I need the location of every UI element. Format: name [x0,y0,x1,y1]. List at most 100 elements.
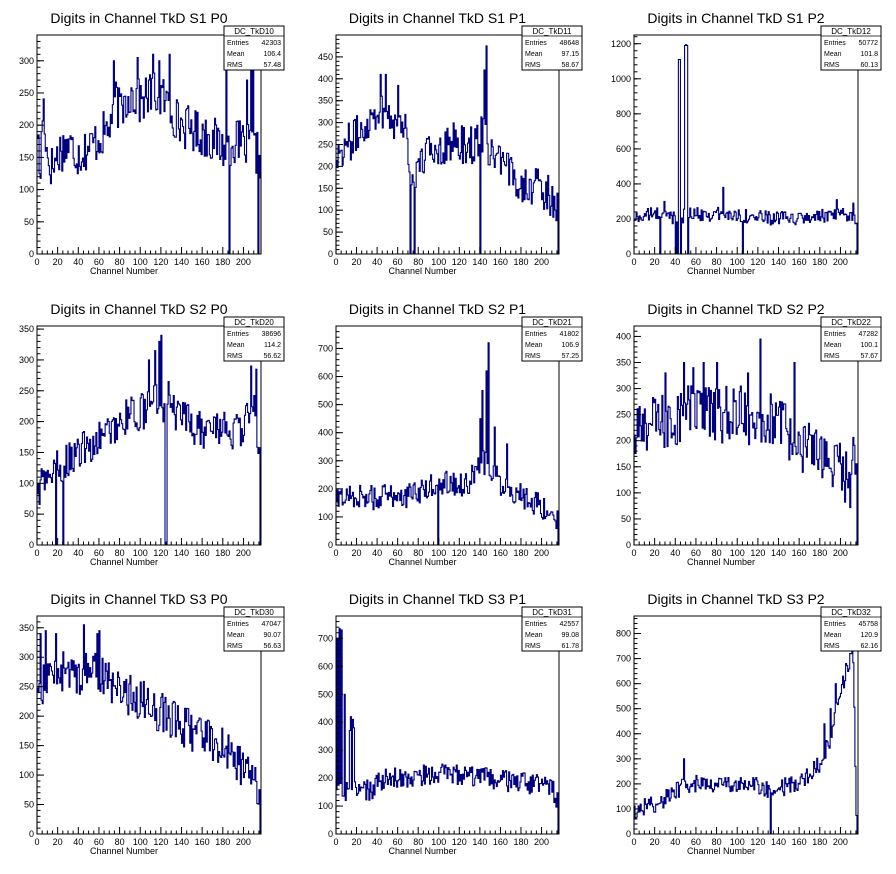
x-tick-label: 140 [472,837,487,847]
y-tick-label: 400 [616,179,631,189]
x-tick-label: 0 [631,548,636,558]
y-tick-label: 700 [318,633,333,643]
plot-frame [36,615,262,835]
stats-key-entries: Entries [227,40,249,47]
stats-value-mean: 90.07 [263,632,281,639]
x-tick-label: 100 [133,257,148,267]
stats-value-entries: 48648 [560,40,580,47]
stats-box-frame [820,316,882,362]
y-origin-label: 0 [626,829,631,839]
stats-key-entries: Entries [525,621,547,628]
stats-value-rms: 57.25 [561,353,579,360]
stats-value-rms: 60.13 [860,62,878,69]
y-tick-label: 150 [19,152,34,162]
x-tick-label: 0 [34,548,39,558]
x-tick-label: 60 [94,837,104,847]
x-tick-label: 120 [750,548,765,558]
stats-value-rms: 56.63 [263,643,281,650]
y-tick-label: 250 [19,386,34,396]
x-tick-label: 180 [812,548,827,558]
x-tick-label: 20 [53,257,63,267]
y-tick-label: 350 [19,324,34,334]
histogram-series-line [335,45,559,255]
y-tick-label: 350 [616,358,631,368]
stats-key-rms: RMS [824,62,840,69]
y-tick-label: 700 [616,654,631,664]
x-tick-label: 120 [153,837,168,847]
x-tick-label: 180 [215,257,230,267]
stats-value-entries: 41802 [560,331,580,338]
stats-value-entries: 47282 [859,331,879,338]
x-tick-label: 100 [133,548,148,558]
stats-key-entries: Entries [824,621,846,628]
stats-histogram-name: DC_TkD30 [234,608,274,617]
x-axis-label: Channel Number [388,846,456,856]
panel-title: Digits in Channel TkD S1 P0 [50,10,227,26]
stats-histogram-name: DC_TkD21 [532,318,572,327]
stats-key-rms: RMS [824,353,840,360]
y-tick-label: 100 [19,185,34,195]
y-tick-label: 100 [19,770,34,780]
stats-box-frame [521,606,583,652]
y-tick-label: 200 [616,436,631,446]
y-tick-label: 500 [616,704,631,714]
stats-key-entries: Entries [824,331,846,338]
x-tick-label: 60 [393,837,403,847]
x-tick-label: 180 [812,257,827,267]
stats-box-frame [223,606,285,652]
x-tick-label: 100 [730,548,745,558]
y-tick-label: 500 [318,689,333,699]
stats-box-frame [820,606,882,652]
y-tick-label: 300 [616,754,631,764]
stats-box-frame [223,25,285,71]
y-tick-label: 350 [19,623,34,633]
stats-box: DC_TkD12 Entries 50772 Mean 101.8 RMS 60.13 [820,25,882,71]
x-tick-label: 120 [452,837,467,847]
stats-key-mean: Mean [227,632,245,639]
y-origin-label: 0 [626,540,631,550]
x-tick-label: 200 [236,548,251,558]
x-tick-label: 80 [115,257,125,267]
x-tick-label: 140 [472,548,487,558]
stats-value-mean: 106.4 [263,51,281,58]
stats-histogram-name: DC_TkD20 [234,318,274,327]
stats-value-entries: 47047 [262,621,282,628]
x-tick-label: 40 [670,837,680,847]
x-tick-label: 20 [650,548,660,558]
x-tick-label: 60 [393,548,403,558]
stats-value-entries: 50772 [859,40,879,47]
x-tick-label: 160 [792,548,807,558]
y-origin-label: 0 [29,249,34,259]
y-tick-label: 100 [616,488,631,498]
stats-value-mean: 120.9 [860,632,878,639]
x-tick-label: 0 [34,257,39,267]
x-axis-label: Channel Number [90,557,158,567]
y-tick-label: 150 [19,447,34,457]
y-tick-label: 350 [318,96,333,106]
stats-box: DC_TkD32 Entries 45758 Mean 120.9 RMS 62.16 [820,606,882,652]
histogram-panel: Digits in Channel TkD S2 P1 0 20 40 60 80 100 1… [318,301,583,567]
panel-title: Digits in Channel TkD S1 P2 [647,10,824,26]
stats-key-mean: Mean [824,51,842,58]
x-tick-label: 40 [670,548,680,558]
x-tick-label: 80 [712,257,722,267]
stats-box-frame [521,25,583,71]
x-tick-label: 200 [236,837,251,847]
x-axis-label: Channel Number [687,266,755,276]
histogram-series-line [633,338,858,546]
y-tick-label: 300 [318,456,333,466]
stats-box: DC_TkD21 Entries 41802 Mean 106.9 RMS 57.25 [521,316,583,362]
stats-value-mean: 106.9 [561,342,579,349]
y-tick-label: 250 [318,140,333,150]
x-tick-label: 160 [195,837,210,847]
stats-value-entries: 42557 [560,621,580,628]
stats-value-mean: 114.2 [264,342,281,349]
stats-value-rms: 57.48 [263,62,281,69]
histogram-series-line [335,628,559,835]
stats-box-frame [820,25,882,71]
x-tick-label: 100 [730,257,745,267]
y-tick-label: 150 [616,462,631,472]
x-tick-label: 140 [771,837,786,847]
x-tick-label: 200 [833,837,848,847]
